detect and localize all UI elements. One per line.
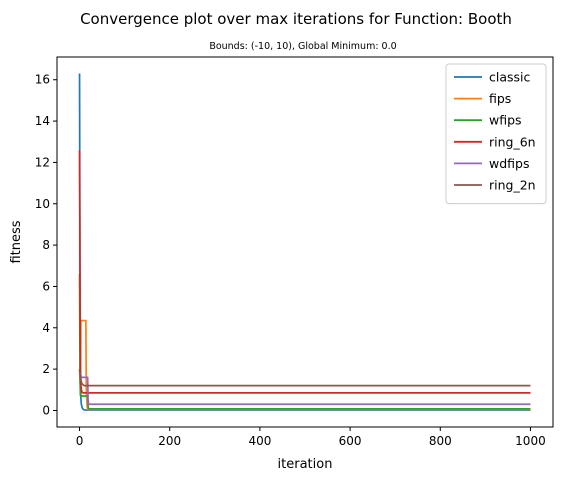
legend-label-wdfips: wdfips [489,156,529,171]
series-line-fips [78,319,531,411]
x-axis: 0 200 400 600 800 1000 [76,427,546,448]
x-tick-label: 400 [248,434,271,448]
x-tick-label: 800 [429,434,452,448]
legend-label-classic: classic [489,70,531,85]
legend-label-ring_2n: ring_2n [489,178,536,193]
legend-label-wfips: wfips [489,113,522,128]
plot-lines [78,73,531,411]
y-tick-label: 4 [42,321,50,335]
x-tick-label: 600 [339,434,362,448]
y-axis-label: fitness [9,220,24,263]
series-line-wdfips [78,373,531,406]
y-tick-label: 10 [35,197,50,211]
x-tick-label: 1000 [515,434,546,448]
y-tick-label: 12 [35,155,50,169]
y-tick-label: 0 [42,403,50,417]
chart-subtitle: Bounds: (-10, 10), Global Minimum: 0.0 [209,41,396,52]
series-line-wfips [78,274,531,410]
series-line-ring_2n [78,369,531,387]
y-tick-label: 2 [42,362,50,376]
chart-title: Convergence plot over max iterations for… [80,10,512,28]
y-tick-label: 6 [42,279,50,293]
y-tick-label: 16 [35,73,50,87]
y-axis: 0 2 4 6 8 10 12 14 16 [35,73,57,417]
y-tick-label: 14 [35,114,50,128]
y-tick-label: 8 [42,238,50,252]
x-axis-label: iteration [278,457,333,472]
plot-frame [56,56,554,428]
series-line-ring_6n [78,150,531,394]
legend-label-fips: fips [489,91,511,106]
legend-label-ring_6n: ring_6n [489,134,536,149]
x-tick-label: 200 [158,434,181,448]
x-tick-label: 0 [76,434,84,448]
